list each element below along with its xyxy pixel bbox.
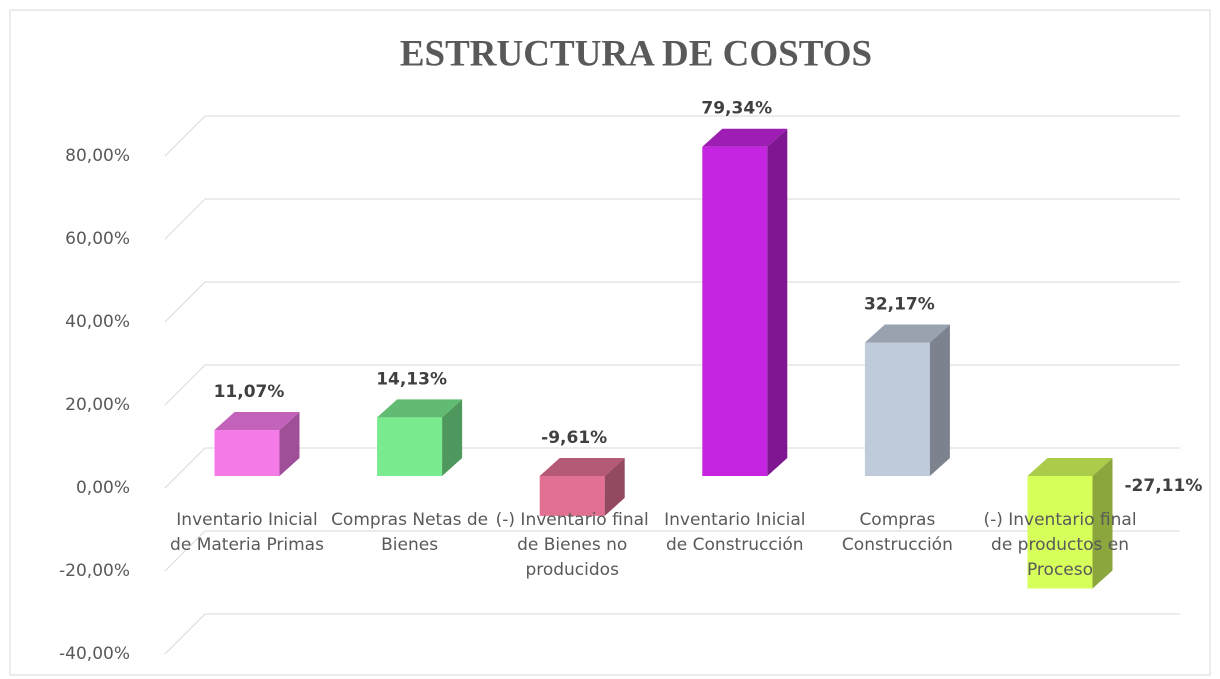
y-tick-label: 0,00% <box>76 478 130 498</box>
bar-side <box>442 399 463 476</box>
grid-line <box>164 198 1180 240</box>
grid-line <box>164 613 1180 655</box>
bar-top <box>702 128 788 147</box>
y-tick-label: 20,00% <box>65 395 130 415</box>
bar-side <box>767 128 788 476</box>
bar-front <box>864 342 930 476</box>
grid-line <box>164 530 1180 572</box>
x-tick-label: Inventario Inicial de Materia Primas <box>170 510 324 555</box>
grid-line <box>164 115 1180 157</box>
bar-front <box>1027 476 1093 589</box>
bar-side <box>279 412 300 476</box>
data-label: 79,34% <box>701 99 772 119</box>
bar-front <box>377 417 443 476</box>
grid-line <box>164 281 1180 323</box>
data-label: 14,13% <box>376 369 447 389</box>
data-label: -27,11% <box>1125 476 1203 496</box>
bar-top <box>539 458 625 476</box>
data-label: 11,07% <box>214 382 285 402</box>
bar-front <box>214 430 280 476</box>
chart-border <box>9 9 1211 676</box>
x-tick-label: Inventario Inicial de Construcción <box>664 510 806 555</box>
x-tick-label: Compras Construcción <box>841 510 953 555</box>
y-tick-label: 80,00% <box>65 146 130 166</box>
bar-side <box>1092 458 1113 589</box>
bar-top <box>214 412 300 431</box>
x-tick-label: (-) Inventario final de productos en Pro… <box>983 510 1137 580</box>
x-tick-label: Compras Netas de Bienes <box>331 510 489 555</box>
data-label: -9,61% <box>541 428 607 448</box>
bar-front <box>702 146 768 476</box>
bar-side <box>929 324 950 476</box>
y-tick-label: 60,00% <box>65 229 130 249</box>
bar-side <box>604 458 625 516</box>
chart-title: ESTRUCTURA DE COSTOS <box>400 33 872 74</box>
bar-front <box>539 476 605 516</box>
bar-top <box>864 324 950 343</box>
y-tick-label: -20,00% <box>59 561 130 581</box>
bar-top <box>377 399 463 418</box>
grid-line <box>164 447 1180 489</box>
bar-top <box>1027 458 1113 476</box>
y-tick-label: 40,00% <box>65 312 130 332</box>
data-label: 32,17% <box>864 294 935 314</box>
y-tick-label: -40,00% <box>59 644 130 664</box>
grid-line <box>164 364 1180 406</box>
x-tick-label: (-) Inventario final de Bienes no produc… <box>495 510 649 580</box>
